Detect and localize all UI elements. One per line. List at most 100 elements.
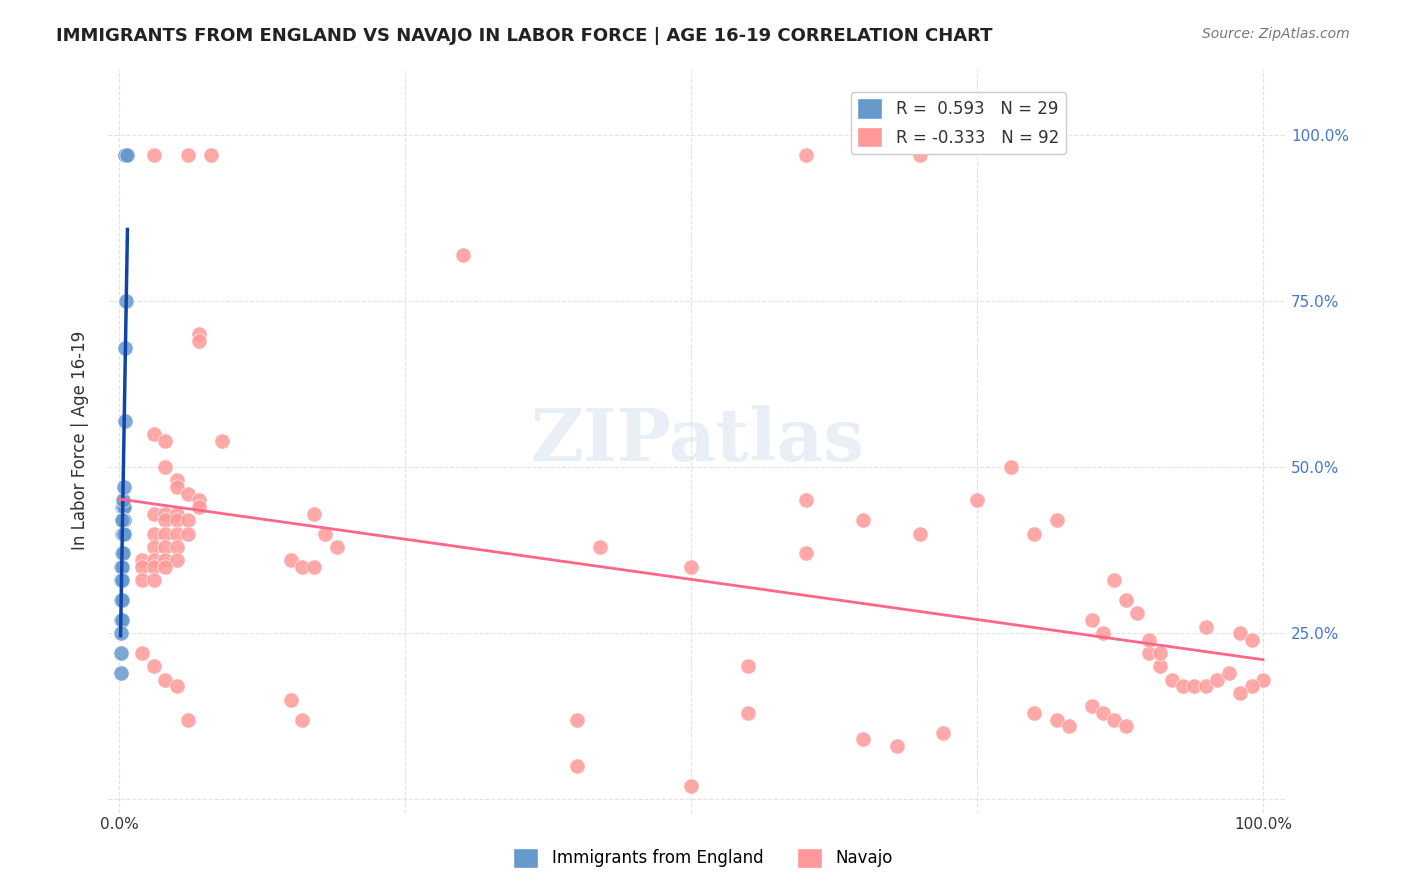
Point [166, 540, 188, 554]
Point [166, 553, 188, 567]
Point [166, 679, 188, 693]
Point [1149, 646, 1171, 660]
Point [1195, 679, 1218, 693]
Point [111, 513, 134, 527]
Point [114, 148, 136, 162]
Point [932, 726, 955, 740]
Point [794, 493, 817, 508]
Point [302, 507, 325, 521]
Point [565, 759, 588, 773]
Point [314, 526, 336, 541]
Point [908, 148, 931, 162]
Point [177, 486, 200, 500]
Point [142, 573, 165, 587]
Point [111, 500, 134, 514]
Point [111, 546, 134, 560]
Point [110, 573, 132, 587]
Point [1240, 632, 1263, 647]
Point [1115, 719, 1137, 733]
Point [188, 334, 211, 348]
Y-axis label: In Labor Force | Age 16-19: In Labor Force | Age 16-19 [72, 331, 89, 550]
Point [115, 293, 138, 308]
Point [166, 513, 188, 527]
Point [111, 513, 134, 527]
Point [1115, 593, 1137, 607]
Point [110, 666, 132, 681]
Point [280, 692, 302, 706]
Point [177, 713, 200, 727]
Point [1137, 646, 1160, 660]
Point [291, 713, 314, 727]
Point [142, 526, 165, 541]
Point [1206, 673, 1229, 687]
Point [112, 480, 135, 494]
Point [1171, 679, 1194, 693]
Point [1057, 719, 1080, 733]
Point [153, 526, 176, 541]
Point [131, 559, 153, 574]
Point [1251, 673, 1274, 687]
Point [177, 526, 200, 541]
Point [111, 493, 134, 508]
Point [291, 559, 314, 574]
Point [142, 559, 165, 574]
Point [852, 732, 875, 747]
Point [153, 559, 176, 574]
Point [1024, 526, 1046, 541]
Point [142, 553, 165, 567]
Point [1104, 713, 1126, 727]
Point [681, 779, 703, 793]
Point [166, 474, 188, 488]
Point [1184, 679, 1206, 693]
Point [681, 559, 703, 574]
Point [886, 739, 908, 753]
Point [114, 414, 136, 428]
Point [908, 526, 931, 541]
Point [1091, 626, 1114, 640]
Point [1240, 679, 1263, 693]
Point [131, 573, 153, 587]
Point [153, 540, 176, 554]
Point [177, 513, 200, 527]
Point [153, 553, 176, 567]
Point [111, 546, 134, 560]
Point [153, 513, 176, 527]
Point [451, 247, 474, 261]
Point [1229, 686, 1251, 700]
Point [1046, 713, 1069, 727]
Point [111, 559, 134, 574]
Point [966, 493, 988, 508]
Point [325, 540, 347, 554]
Point [142, 540, 165, 554]
Point [1080, 699, 1102, 714]
Point [166, 507, 188, 521]
Point [1000, 460, 1022, 475]
Point [110, 646, 132, 660]
Point [1104, 573, 1126, 587]
Point [110, 559, 132, 574]
Point [112, 526, 135, 541]
Point [110, 593, 132, 607]
Point [565, 713, 588, 727]
Point [142, 426, 165, 441]
Point [188, 327, 211, 342]
Point [280, 553, 302, 567]
Legend: Immigrants from England, Navajo: Immigrants from England, Navajo [506, 841, 900, 875]
Point [142, 507, 165, 521]
Point [153, 507, 176, 521]
Point [200, 148, 222, 162]
Text: ZIPatlas: ZIPatlas [530, 405, 865, 476]
Point [1046, 513, 1069, 527]
Point [166, 526, 188, 541]
Point [114, 148, 136, 162]
Point [177, 148, 200, 162]
Point [794, 546, 817, 560]
Legend: R =  0.593   N = 29, R = -0.333   N = 92: R = 0.593 N = 29, R = -0.333 N = 92 [851, 92, 1066, 154]
Point [188, 500, 211, 514]
Point [737, 706, 759, 720]
Point [111, 593, 134, 607]
Point [112, 500, 135, 514]
Point [112, 513, 135, 527]
Point [110, 626, 132, 640]
Point [1229, 626, 1251, 640]
